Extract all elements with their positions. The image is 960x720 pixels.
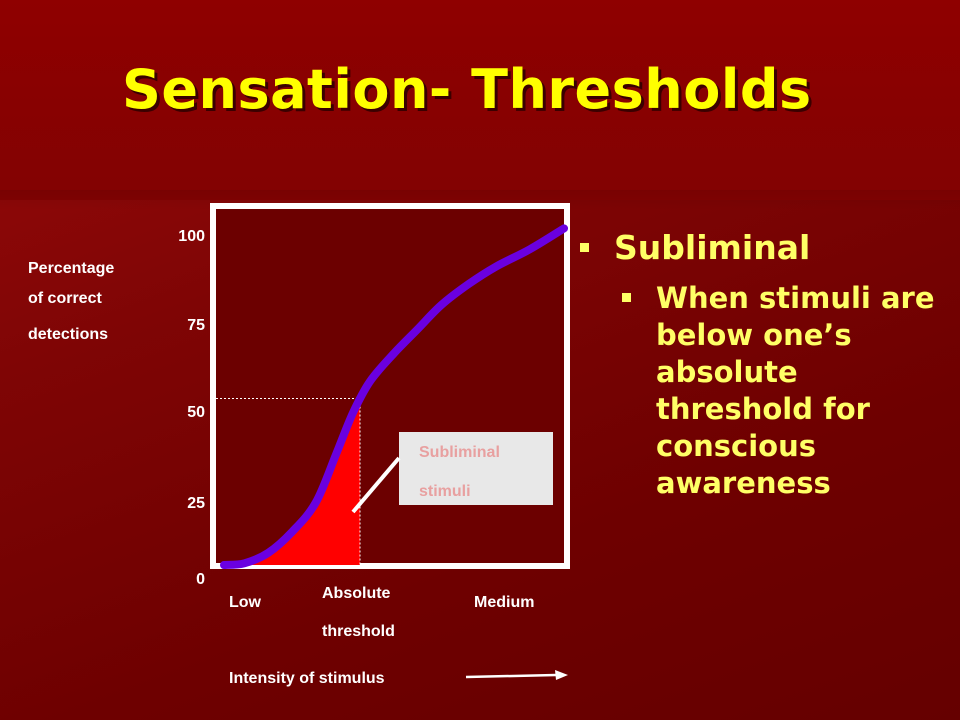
y-tick-25: 25 bbox=[187, 495, 205, 512]
bullet-list: Subliminal When stimuli are below one’s … bbox=[578, 228, 948, 502]
y-axis-label: Percentage of correct detections bbox=[28, 260, 114, 343]
x-tick-label: threshold bbox=[322, 623, 395, 640]
x-tick-labels: Low Absolute threshold Medium bbox=[229, 585, 534, 640]
bullet-marker-icon bbox=[580, 243, 589, 252]
bullet-sub-text: When stimuli are below one’s absolute th… bbox=[656, 281, 935, 500]
callout-text-line: Subliminal bbox=[419, 444, 500, 461]
x-tick-label: Low bbox=[229, 594, 262, 611]
y-tick-100: 100 bbox=[178, 228, 205, 245]
title-band bbox=[0, 0, 960, 200]
callout-text-line: stimuli bbox=[419, 483, 471, 500]
y-axis-label-line: Percentage bbox=[28, 260, 114, 277]
callout-pointer-line bbox=[351, 456, 401, 514]
y-tick-0: 0 bbox=[196, 571, 205, 588]
bullet-sub: When stimuli are below one’s absolute th… bbox=[622, 280, 952, 502]
detection-curve bbox=[220, 224, 568, 569]
y-tick-75: 75 bbox=[187, 317, 205, 334]
x-tick-label: Medium bbox=[474, 594, 534, 611]
callout-text: Subliminal stimuli bbox=[419, 444, 500, 500]
x-axis-label: Intensity of stimulus bbox=[229, 670, 385, 687]
y-axis-label-line: detections bbox=[28, 326, 108, 343]
y-tick-50: 50 bbox=[187, 404, 205, 421]
y-axis-label-line: of correct bbox=[28, 290, 102, 307]
bullet-main-text: Subliminal bbox=[614, 228, 811, 267]
y-tick-labels: 0 25 50 75 100 bbox=[178, 228, 205, 588]
callout-box bbox=[399, 432, 553, 505]
x-tick-label: Absolute bbox=[322, 585, 391, 602]
bullet-marker-icon bbox=[622, 293, 631, 302]
slide-title: Sensation- Thresholds bbox=[122, 58, 812, 121]
plot-frame bbox=[210, 203, 570, 569]
bullet-main: Subliminal bbox=[578, 228, 948, 268]
subliminal-shaded-area bbox=[224, 398, 360, 565]
x-axis-arrow-head bbox=[555, 670, 568, 680]
x-axis-arrow-line bbox=[465, 673, 557, 679]
